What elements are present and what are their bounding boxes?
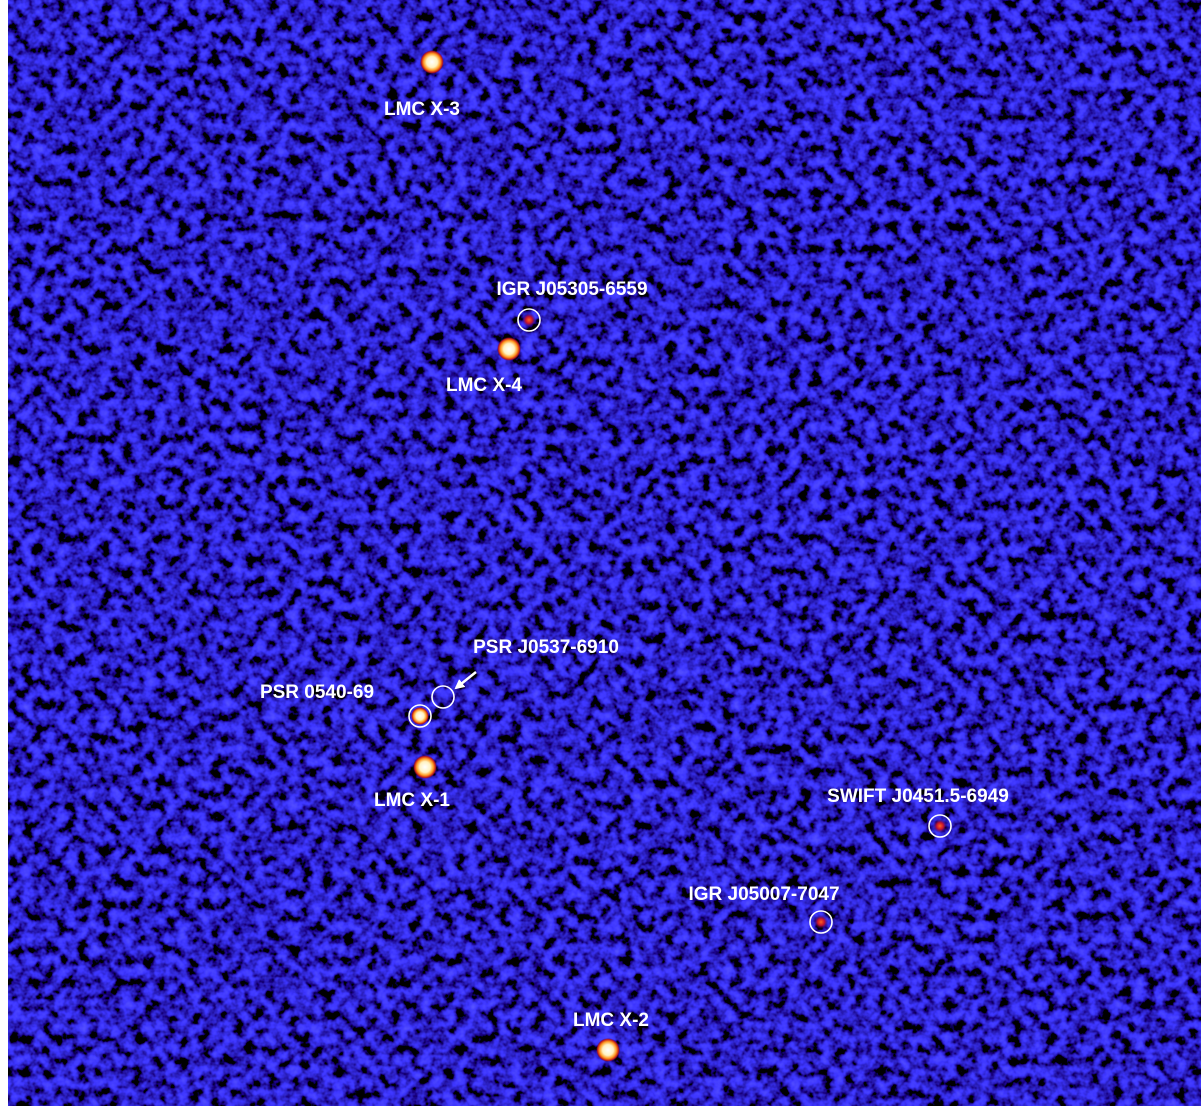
source-dot — [596, 1038, 620, 1062]
source-ring — [408, 704, 432, 728]
source-label: LMC X-2 — [573, 1010, 649, 1031]
source-dot — [413, 755, 437, 779]
source-dot — [814, 915, 828, 929]
source-label: SWIFT J0451.5-6949 — [827, 786, 1009, 807]
source-ring — [431, 685, 455, 709]
source-ring — [928, 814, 952, 838]
source-dot — [420, 50, 444, 74]
source-dot — [411, 707, 429, 725]
source-label: LMC X-1 — [374, 790, 450, 811]
source-label: IGR J05305-6559 — [496, 279, 647, 300]
source-label: PSR 0540-69 — [260, 682, 374, 703]
arrow — [454, 671, 477, 690]
source-ring — [517, 308, 541, 332]
source-label: PSR J0537-6910 — [473, 637, 619, 658]
source-ring — [809, 910, 833, 934]
source-dot — [497, 337, 521, 361]
source-dot — [933, 819, 947, 833]
source-label: LMC X-3 — [384, 99, 460, 120]
source-dot — [522, 313, 536, 327]
sky-noise — [8, 0, 1201, 1106]
source-label: LMC X-4 — [446, 375, 522, 396]
source-label: IGR J05007-7047 — [688, 884, 839, 905]
